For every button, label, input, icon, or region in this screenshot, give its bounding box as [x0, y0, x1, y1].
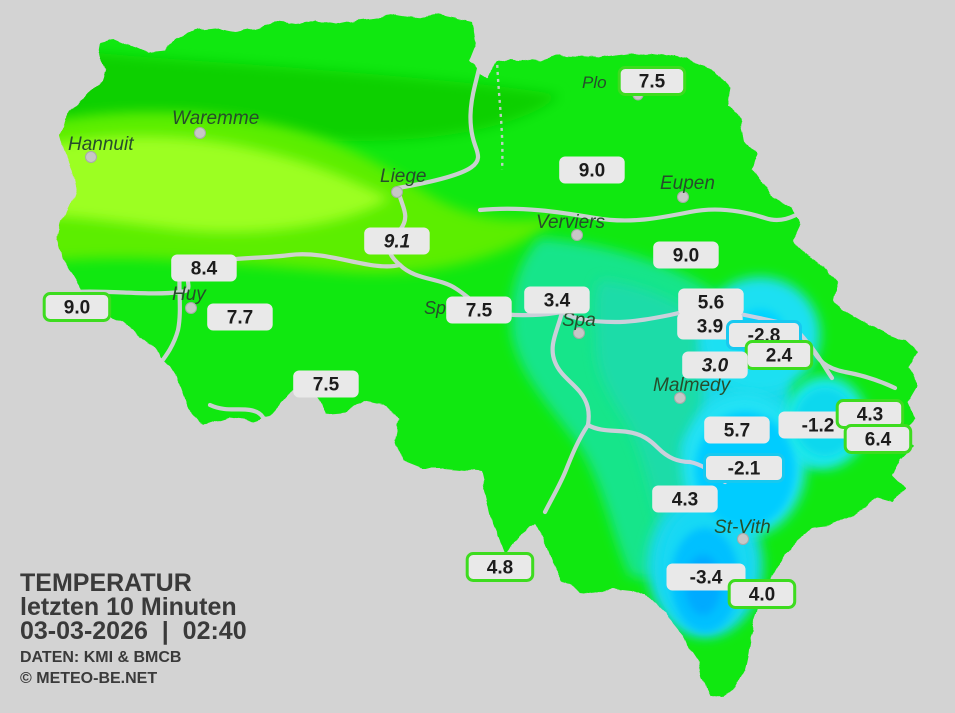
svg-text:03-03-2026 | 02:40: 03-03-2026 | 02:40	[20, 617, 247, 645]
svg-text:5.7: 5.7	[724, 421, 750, 442]
svg-text:Eupen: Eupen	[660, 173, 715, 194]
svg-text:Huy: Huy	[172, 284, 207, 305]
svg-text:7.5: 7.5	[466, 301, 493, 322]
svg-text:-2.1: -2.1	[728, 459, 761, 480]
svg-text:4.3: 4.3	[672, 490, 698, 511]
svg-text:9.0: 9.0	[579, 161, 605, 182]
svg-text:9.1: 9.1	[384, 232, 410, 253]
svg-text:St-Vith: St-Vith	[714, 517, 771, 538]
svg-text:-1.2: -1.2	[802, 416, 835, 437]
svg-text:© METEO-BE.NET: © METEO-BE.NET	[20, 670, 157, 687]
svg-text:7.5: 7.5	[313, 375, 340, 396]
svg-text:Hannuit: Hannuit	[68, 134, 134, 155]
svg-text:4.8: 4.8	[487, 558, 513, 579]
svg-text:Verviers: Verviers	[536, 212, 605, 233]
svg-text:3.4: 3.4	[544, 291, 571, 312]
svg-text:3.0: 3.0	[702, 356, 729, 377]
svg-text:Liege: Liege	[380, 166, 427, 187]
svg-text:9.0: 9.0	[673, 246, 699, 267]
svg-text:DATEN: KMI & BMCB: DATEN: KMI & BMCB	[20, 649, 181, 666]
svg-text:4.0: 4.0	[749, 585, 775, 606]
svg-text:Plo: Plo	[582, 73, 607, 92]
svg-text:7.5: 7.5	[639, 72, 666, 93]
svg-text:4.3: 4.3	[857, 405, 883, 426]
svg-text:Waremme: Waremme	[172, 108, 259, 129]
svg-text:6.4: 6.4	[865, 430, 892, 451]
svg-text:5.6: 5.6	[698, 293, 724, 314]
svg-text:8.4: 8.4	[191, 259, 218, 280]
svg-text:2.4: 2.4	[766, 346, 793, 367]
svg-text:3.9: 3.9	[697, 317, 723, 338]
svg-text:7.7: 7.7	[227, 308, 253, 329]
svg-text:-3.4: -3.4	[690, 568, 723, 589]
svg-text:9.0: 9.0	[64, 298, 90, 319]
